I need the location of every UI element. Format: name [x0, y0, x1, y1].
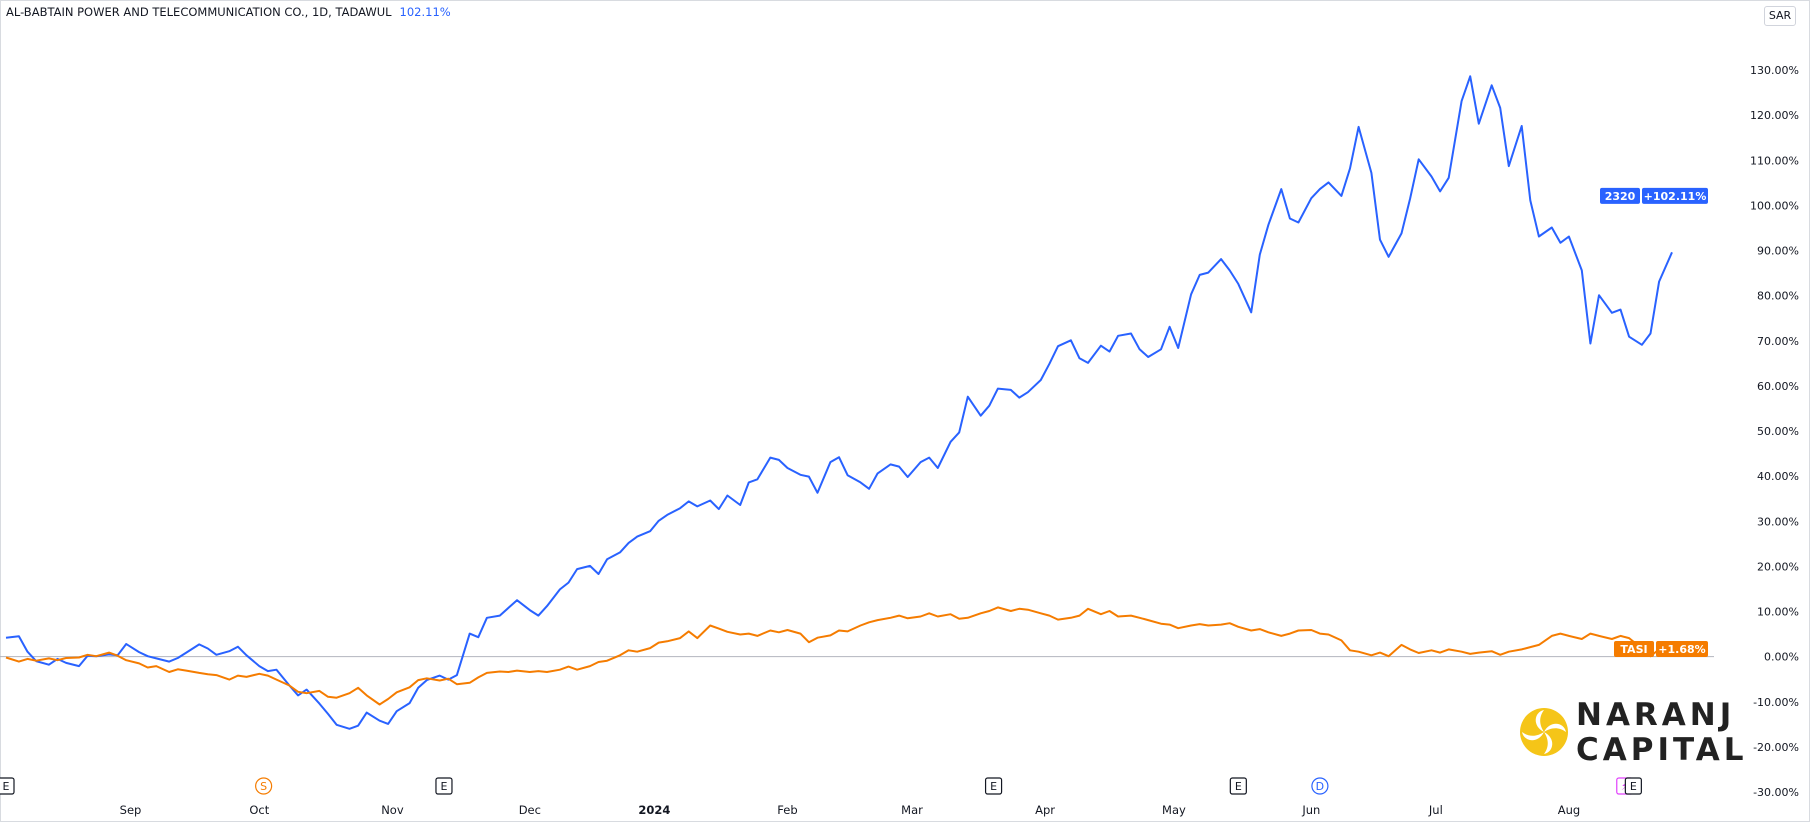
y-tick-label: 120.00% — [1750, 109, 1799, 122]
y-tick-label: 70.00% — [1757, 335, 1799, 348]
event-marker-letter: D — [1316, 780, 1324, 793]
main-price-value-box — [1642, 187, 1708, 204]
event-marker-letter: E — [1235, 780, 1242, 793]
x-tick-label: Nov — [381, 803, 404, 817]
y-tick-label: 100.00% — [1750, 199, 1799, 212]
event-marker-earnings: E — [1624, 777, 1642, 795]
event-marker-shape — [255, 777, 273, 795]
event-marker-letter: E — [1630, 780, 1637, 793]
event-marker-letter: E — [440, 780, 447, 793]
x-tick-label: Jul — [1428, 803, 1443, 817]
main-price-symbol-box — [1600, 187, 1640, 204]
main-price-flag: 2320 +102.11% — [1600, 187, 1708, 204]
x-tick-label: Sep — [120, 803, 142, 817]
price-flags: 2320 +102.11% TASI +1.68% — [1600, 187, 1708, 658]
event-marker-earnings: E — [0, 777, 15, 795]
x-tick-label: Oct — [249, 803, 269, 817]
y-axis: 130.00% 120.00% 110.00% 100.00% 90.00% 80.00%… — [0, 64, 1799, 799]
y-tick-label: -10.00% — [1753, 696, 1799, 709]
chart-title-bar: AL-BABTAIN POWER AND TELECOMMUNICATION C… — [6, 5, 451, 19]
event-marker-shape — [0, 777, 15, 795]
event-marker-dividend: D — [1311, 777, 1329, 795]
y-tick-label: -20.00% — [1753, 741, 1799, 754]
compare-price-value-box — [1656, 641, 1708, 658]
event-marker-letter: E — [990, 780, 997, 793]
y-tick-label: -30.00% — [1753, 786, 1799, 799]
x-tick-label: Dec — [519, 803, 541, 817]
x-tick-label: May — [1162, 803, 1186, 817]
x-tick-label: Aug — [1558, 803, 1580, 817]
x-tick-label: Jun — [1301, 803, 1320, 817]
y-tick-label: 90.00% — [1757, 245, 1799, 258]
y-tick-label: 20.00% — [1757, 560, 1799, 573]
chart-change-value: 102.11% — [399, 5, 451, 19]
compare-price-value-label: +1.68% — [1658, 643, 1705, 656]
y-tick-label: 50.00% — [1757, 425, 1799, 438]
series-line-2320 — [5, 75, 1673, 730]
y-tick-label: 30.00% — [1757, 515, 1799, 528]
naranj-capital-logo: NARANJ CAPITAL — [1518, 697, 1743, 771]
compare-price-flag: TASI +1.68% — [1614, 641, 1708, 658]
x-tick-label: Mar — [901, 803, 923, 817]
y-tick-label: 130.00% — [1750, 64, 1799, 77]
event-marker-letter: S — [260, 780, 267, 793]
compare-price-symbol-label: TASI — [1620, 643, 1647, 656]
event-marker-shape — [1624, 777, 1642, 795]
main-price-value-label: +102.11% — [1644, 190, 1707, 203]
y-tick-label: 80.00% — [1757, 290, 1799, 303]
event-marker-shape — [984, 777, 1003, 795]
chart-title: AL-BABTAIN POWER AND TELECOMMUNICATION C… — [6, 5, 392, 19]
event-marker-shape — [1229, 777, 1247, 795]
main-price-symbol-label: 2320 — [1605, 190, 1636, 203]
event-marker-earnings: E — [435, 777, 453, 795]
y-tick-label: 110.00% — [1750, 154, 1799, 167]
event-marker-shape — [1311, 777, 1329, 795]
y-tick-label: 10.00% — [1757, 606, 1799, 619]
logo-line2: CAPITAL — [1576, 732, 1748, 768]
x-tick-label: Apr — [1035, 803, 1055, 817]
compare-price-symbol-box — [1614, 641, 1654, 658]
event-marker-earnings: E — [984, 777, 1003, 795]
event-marker-letter: E — [3, 780, 10, 793]
y-tick-label: 40.00% — [1757, 470, 1799, 483]
series-lines — [5, 75, 1673, 730]
x-axis: Sep Oct Nov Dec 2024 Feb Mar Apr May Jun Jul Aug — [120, 803, 1581, 817]
currency-button[interactable]: SAR — [1764, 6, 1796, 26]
y-tick-label: 60.00% — [1757, 380, 1799, 393]
series-line-tasi — [5, 606, 1673, 706]
naranj-flower-icon — [1520, 708, 1568, 756]
x-tick-label: Feb — [777, 803, 797, 817]
event-marker-earnings: E — [1229, 777, 1247, 795]
y-tick-label: 0.00% — [1764, 651, 1799, 664]
logo-line1: NARANJ — [1576, 697, 1736, 733]
event-marker-split: S — [255, 777, 273, 795]
event-marker-shape — [435, 777, 453, 795]
x-tick-label: 2024 — [638, 803, 670, 817]
